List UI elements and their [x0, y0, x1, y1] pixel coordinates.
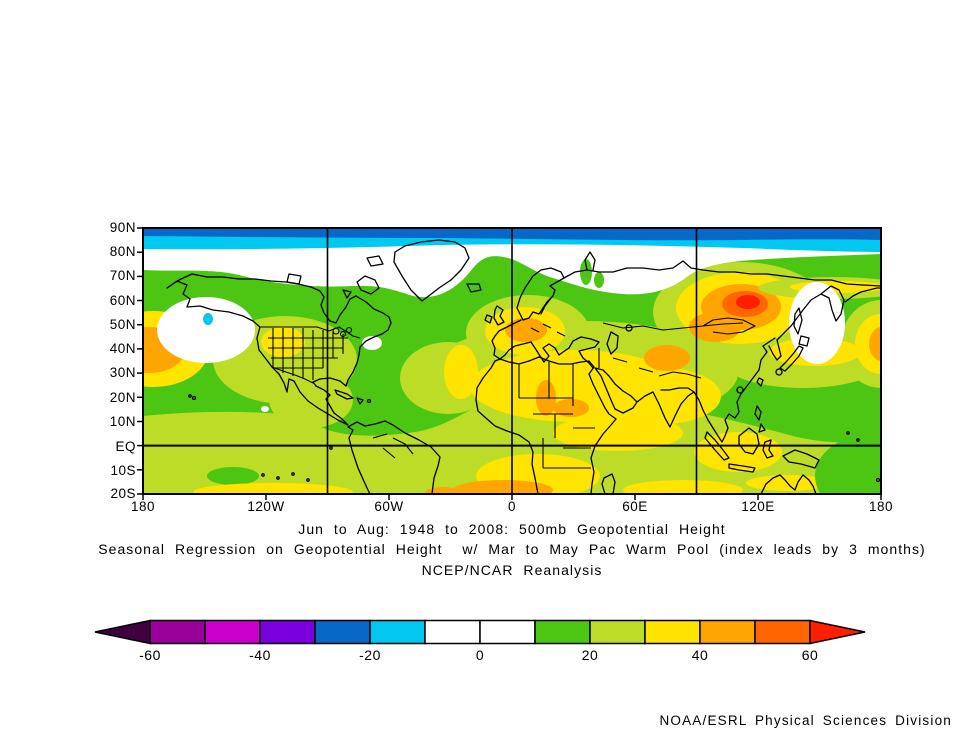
colorbar-segments — [149, 619, 811, 645]
lat-tick-label-20S: 20S — [110, 486, 136, 501]
field-yellow-indianocean — [553, 415, 683, 451]
anomaly-orange-sh-atlantic — [425, 487, 461, 494]
lat-tick-label-50N: 50N — [109, 317, 136, 332]
colorbar-tick--60: -60 — [139, 647, 161, 663]
lat-tick-label-20N: 20N — [109, 390, 136, 405]
lat-tick-label-70N: 70N — [109, 268, 136, 283]
colorbar-left-arrow — [94, 619, 151, 645]
anomaly-orange-sahel — [553, 399, 589, 417]
plot-subtitle: Seasonal Regression on Geopotential Heig… — [98, 541, 926, 557]
negative-cyan-spot-gulf-of-alaska — [203, 313, 213, 325]
field-yellow-dateline-east — [855, 314, 881, 374]
plot-title: Jun to Aug: 1948 to 2008: 500mb Geopoten… — [298, 521, 726, 537]
colorbar-tick-60: 60 — [801, 647, 819, 663]
colorbar-segment-0 — [149, 619, 206, 645]
anomaly-orange-sh-africa — [453, 480, 553, 494]
lat-tick-label-30N: 30N — [109, 365, 136, 380]
lon-tick-label-5-120E: 120E — [741, 499, 775, 514]
colorbar-segment-8 — [589, 619, 646, 645]
colorbar-segment-7 — [534, 619, 591, 645]
colorbar-tick-40: 40 — [691, 647, 709, 663]
colorbar-tick-0: 0 — [475, 647, 485, 663]
field-yellow-indonesia — [694, 432, 782, 472]
colorbar — [94, 619, 866, 645]
field-green-novaya-zemlya — [580, 259, 592, 285]
field-yellow-sh-pacific — [193, 483, 353, 494]
nearzero-white-gulf-of-alaska — [157, 297, 255, 363]
nearzero-white-epacific-dot — [261, 406, 269, 412]
dataset-label: NCEP/NCAR Reanalysis — [421, 562, 603, 578]
field-yellow-atlantic — [444, 345, 478, 399]
lon-tick-label-4-60E: 60E — [622, 499, 648, 514]
field-yellow-arabia-india — [605, 368, 721, 424]
coastlines — [166, 239, 881, 494]
nearzero-white-newengland — [362, 336, 382, 350]
field-yellowgreen-mexico — [269, 372, 353, 428]
credit-text: NOAA/ESRL Physical Sciences Division — [659, 713, 952, 728]
lon-tick-label-1-120W: 120W — [247, 499, 285, 514]
country-borders — [260, 317, 756, 469]
colorbar-right-arrow — [809, 619, 866, 645]
anomaly-red-core-siberia — [736, 295, 760, 309]
lon-tick-label-0-180: 180 — [130, 499, 156, 514]
colorbar-segment-2 — [259, 619, 316, 645]
grid-lines — [143, 228, 881, 494]
lat-tick-label-80N: 80N — [109, 244, 136, 259]
colorbar-segment-10 — [699, 619, 756, 645]
map-plot — [137, 227, 882, 500]
field-green-barents-patch — [594, 272, 604, 288]
colorbar-tick--20: -20 — [359, 647, 381, 663]
lat-tick-label-10S: 10S — [110, 463, 136, 478]
lat-tick-label-60N: 60N — [109, 293, 136, 308]
colorbar-tick-20: 20 — [581, 647, 599, 663]
colorbar-segment-4 — [369, 619, 426, 645]
lon-tick-label-3-0: 0 — [507, 499, 516, 514]
field-green-patch-sepacific — [207, 467, 259, 485]
colorbar-segment-1 — [204, 619, 261, 645]
axis-ticks — [137, 227, 882, 500]
colorbar-segment-9 — [644, 619, 701, 645]
lat-tick-label-90N: 90N — [109, 220, 136, 235]
lon-tick-label-2-60W: 60W — [374, 499, 404, 514]
regression-field — [143, 228, 881, 494]
anomaly-orange-dateline-east — [869, 327, 881, 361]
lon-tick-label-6-180: 180 — [868, 499, 894, 514]
colorbar-segment-6 — [479, 619, 536, 645]
colorbar-segment-3 — [314, 619, 371, 645]
colorbar-tick--40: -40 — [249, 647, 271, 663]
colorbar-segment-5 — [424, 619, 481, 645]
field-yellow-sh-indian — [623, 480, 743, 494]
lat-tick-label-EQ: EQ — [115, 439, 136, 454]
field-green-swpacific-corner — [815, 434, 881, 494]
lat-tick-label-10N: 10N — [109, 414, 136, 429]
lat-tick-label-40N: 40N — [109, 341, 136, 356]
anomaly-orange-europe — [505, 318, 547, 342]
nearzero-white-okhotsk — [789, 282, 845, 364]
anomaly-orange-caspian-iran — [644, 345, 690, 371]
colorbar-segment-11 — [754, 619, 811, 645]
